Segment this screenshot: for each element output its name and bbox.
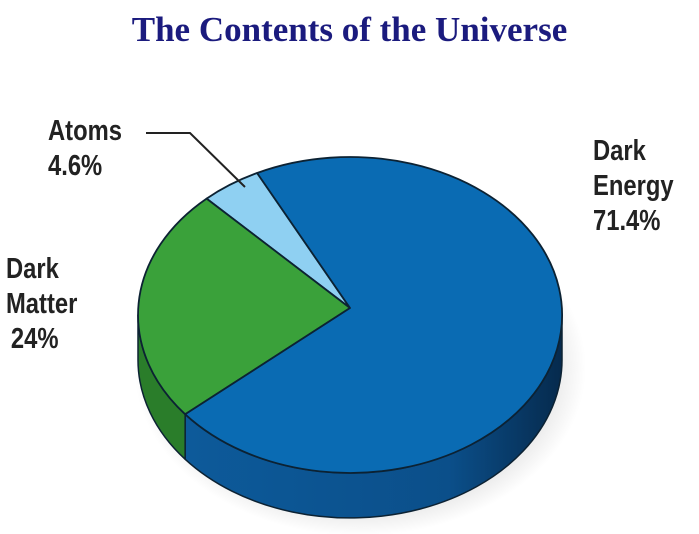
label-dark-matter-line2: Matter [6,288,78,320]
atoms-leader-line [146,132,246,188]
label-atoms: Atoms 4.6% [48,114,122,184]
slice-dark-matter [137,197,351,416]
label-dark-energy-line2: Energy [593,170,674,202]
label-atoms-value: 4.6% [48,150,103,182]
label-dark-energy: Dark Energy 71.4% [593,134,674,239]
slice-dark-energy [184,156,563,474]
label-dark-energy-value: 71.4% [593,205,661,237]
label-dark-matter-line1: Dark [6,253,59,285]
label-dark-matter: Dark Matter 24% [6,252,77,357]
chart-title: The Contents of the Universe [131,10,568,49]
label-dark-matter-value: 24% [10,323,59,355]
label-dark-energy-line1: Dark [593,135,646,167]
label-atoms-name: Atoms [48,115,122,147]
